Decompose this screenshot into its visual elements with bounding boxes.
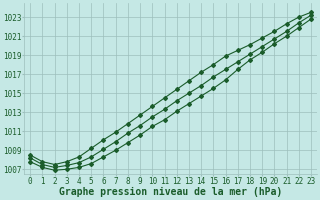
X-axis label: Graphe pression niveau de la mer (hPa): Graphe pression niveau de la mer (hPa) [59,187,282,197]
